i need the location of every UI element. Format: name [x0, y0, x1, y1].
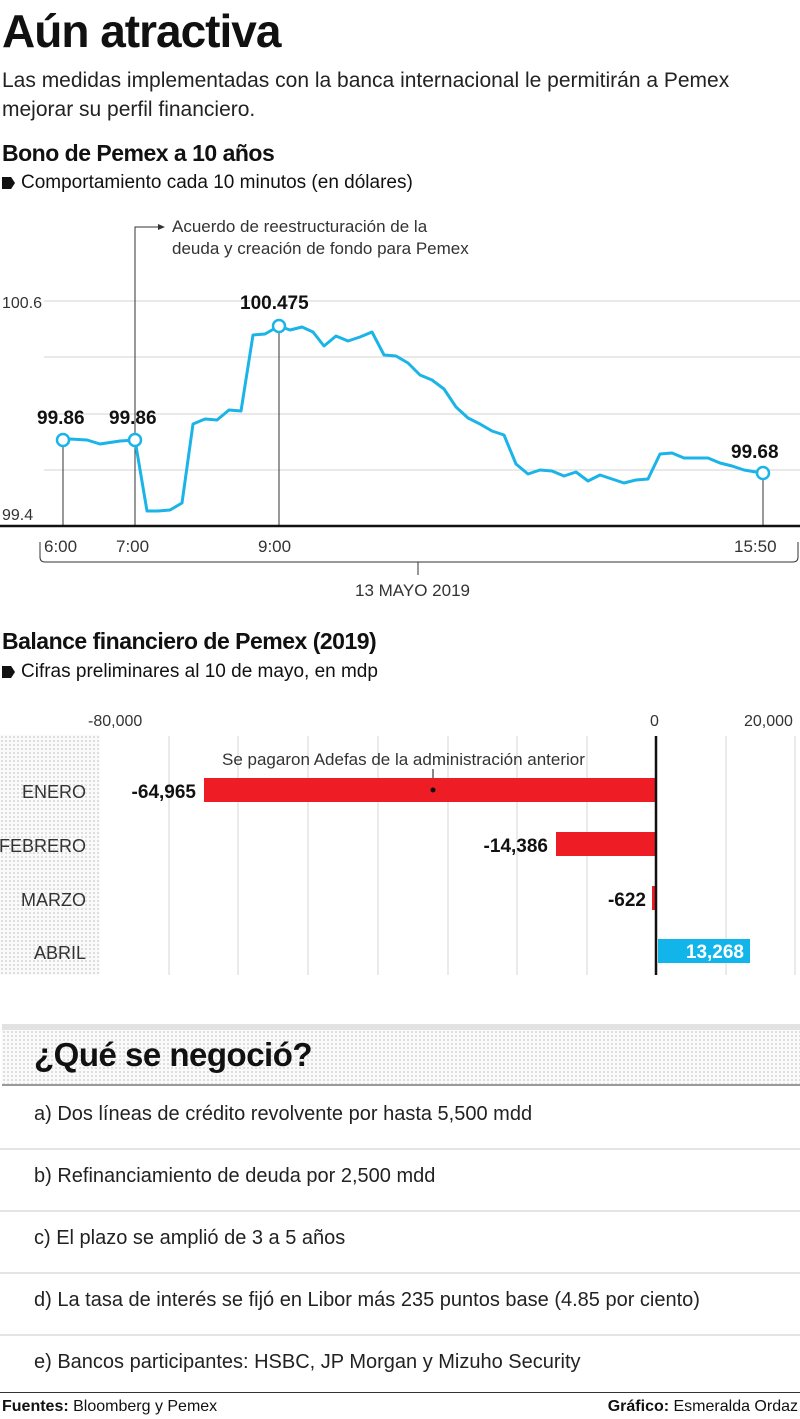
x-tick-7-00: 7:00 — [116, 537, 149, 556]
footer-credit: Gráfico: Esmeralda Ordaz — [608, 1398, 798, 1416]
graphic-value: Esmeralda Ordaz — [669, 1398, 799, 1415]
negotiation-item-text: e) Bancos participantes: HSBC, JP Morgan… — [34, 1351, 581, 1373]
annotation-line-1: Acuerdo de reestructuración de la — [172, 217, 428, 236]
date-label: 13 MAYO 2019 — [355, 581, 470, 600]
negotiation-top-band — [2, 1024, 800, 1030]
negotiation-item-text: a) Dos líneas de crédito revolvente por … — [34, 1103, 533, 1125]
arrow-right-icon — [158, 224, 165, 230]
marker-6-00 — [55, 432, 71, 448]
line-chart-gridlines — [44, 300, 800, 471]
negotiation-item-e: e) Bancos participantes: HSBC, JP Morgan… — [0, 1336, 800, 1398]
sources-label: Fuentes: — [2, 1398, 69, 1415]
label-6-00: 99.86 — [37, 408, 85, 429]
category-enero: ENERO — [22, 782, 86, 802]
negotiation-header — [2, 1030, 800, 1086]
sources-value: Bloomberg y Pemex — [68, 1398, 218, 1415]
value-enero: -64,965 — [132, 782, 197, 803]
bond-price-line — [62, 324, 764, 513]
category-abril: ABRIL — [34, 943, 86, 963]
intro-text: Las medidas implementadas con la banca i… — [2, 69, 730, 121]
annotation-line-2: deuda y creación de fondo para Pemex — [172, 239, 469, 258]
label-15-50: 99.68 — [731, 442, 779, 463]
annotation-leader — [134, 226, 160, 526]
bar-enero — [204, 778, 656, 802]
x-tick-6-00: 6:00 — [44, 537, 77, 556]
page-title: Aún atractiva — [2, 5, 281, 57]
negotiation-item-text: c) El plazo se amplió de 3 a 5 años — [34, 1227, 346, 1249]
negotiation-item-b: b) Refinanciamiento de deuda por 2,500 m… — [0, 1150, 800, 1212]
line-chart-title: Bono de Pemex a 10 años — [2, 140, 275, 166]
negotiation-item-text: b) Refinanciamiento de deuda por 2,500 m… — [34, 1165, 436, 1187]
bar-chart-subtitle-text: Cifras preliminares al 10 de mayo, en md… — [21, 661, 378, 682]
bar-chart: -80,000 0 20,000 Se pagaron Adefas de la… — [0, 713, 796, 975]
x-tick-20000: 20,000 — [744, 713, 793, 730]
graphic-label: Gráfico: — [607, 1398, 670, 1415]
x-tick-9-00: 9:00 — [258, 537, 291, 556]
bar-febrero — [556, 832, 656, 856]
bar-annotation: Se pagaron Adefas de la administración a… — [222, 750, 585, 769]
category-marzo: MARZO — [21, 890, 86, 910]
negotiation-title: ¿Qué se negoció? — [34, 1036, 313, 1073]
bullet-icon — [2, 666, 15, 678]
category-label-panel — [0, 735, 100, 975]
x-tick-15-50: 15:50 — [734, 537, 777, 556]
bar-abril — [658, 939, 750, 963]
bar-chart-subtitle: Cifras preliminares al 10 de mayo, en md… — [2, 661, 378, 683]
negotiation-item-c: c) El plazo se amplió de 3 a 5 años — [0, 1212, 800, 1274]
line-chart-subtitle: Comportamiento cada 10 minutos (en dólar… — [2, 172, 413, 194]
value-marzo: -622 — [608, 890, 646, 911]
bar-marzo — [652, 886, 656, 910]
category-febrero: FEBRERO — [0, 836, 86, 856]
line-chart-subtitle-text: Comportamiento cada 10 minutos (en dólar… — [21, 172, 413, 193]
footer-sources: Fuentes: Bloomberg y Pemex — [2, 1398, 217, 1416]
negotiation-item-a: a) Dos líneas de crédito revolvente por … — [0, 1088, 800, 1150]
footer-divider — [0, 1392, 800, 1393]
negotiation-item-d: d) La tasa de interés se fijó en Libor m… — [0, 1274, 800, 1336]
y-tick-100-6: 100.6 — [2, 295, 42, 312]
value-febrero: -14,386 — [484, 836, 548, 857]
y-tick-99-4: 99.4 — [2, 507, 33, 524]
label-7-00: 99.86 — [109, 408, 157, 429]
marker-15-50 — [755, 465, 771, 481]
date-bracket — [39, 542, 799, 563]
value-abril: 13,268 — [686, 942, 744, 963]
line-chart: 100.6 99.4 Acuerdo de reestructuración d… — [0, 217, 800, 600]
marker-peak — [271, 318, 287, 334]
negotiation-item-text: d) La tasa de interés se fijó en Libor m… — [34, 1289, 700, 1311]
bullet-icon — [2, 177, 15, 189]
drop-lines — [62, 332, 764, 526]
x-tick-neg80000: -80,000 — [88, 713, 142, 730]
bar-chart-title: Balance financiero de Pemex (2019) — [2, 628, 377, 654]
marker-7-00 — [127, 432, 143, 448]
x-tick-0: 0 — [650, 713, 659, 730]
label-peak: 100.475 — [240, 293, 309, 314]
